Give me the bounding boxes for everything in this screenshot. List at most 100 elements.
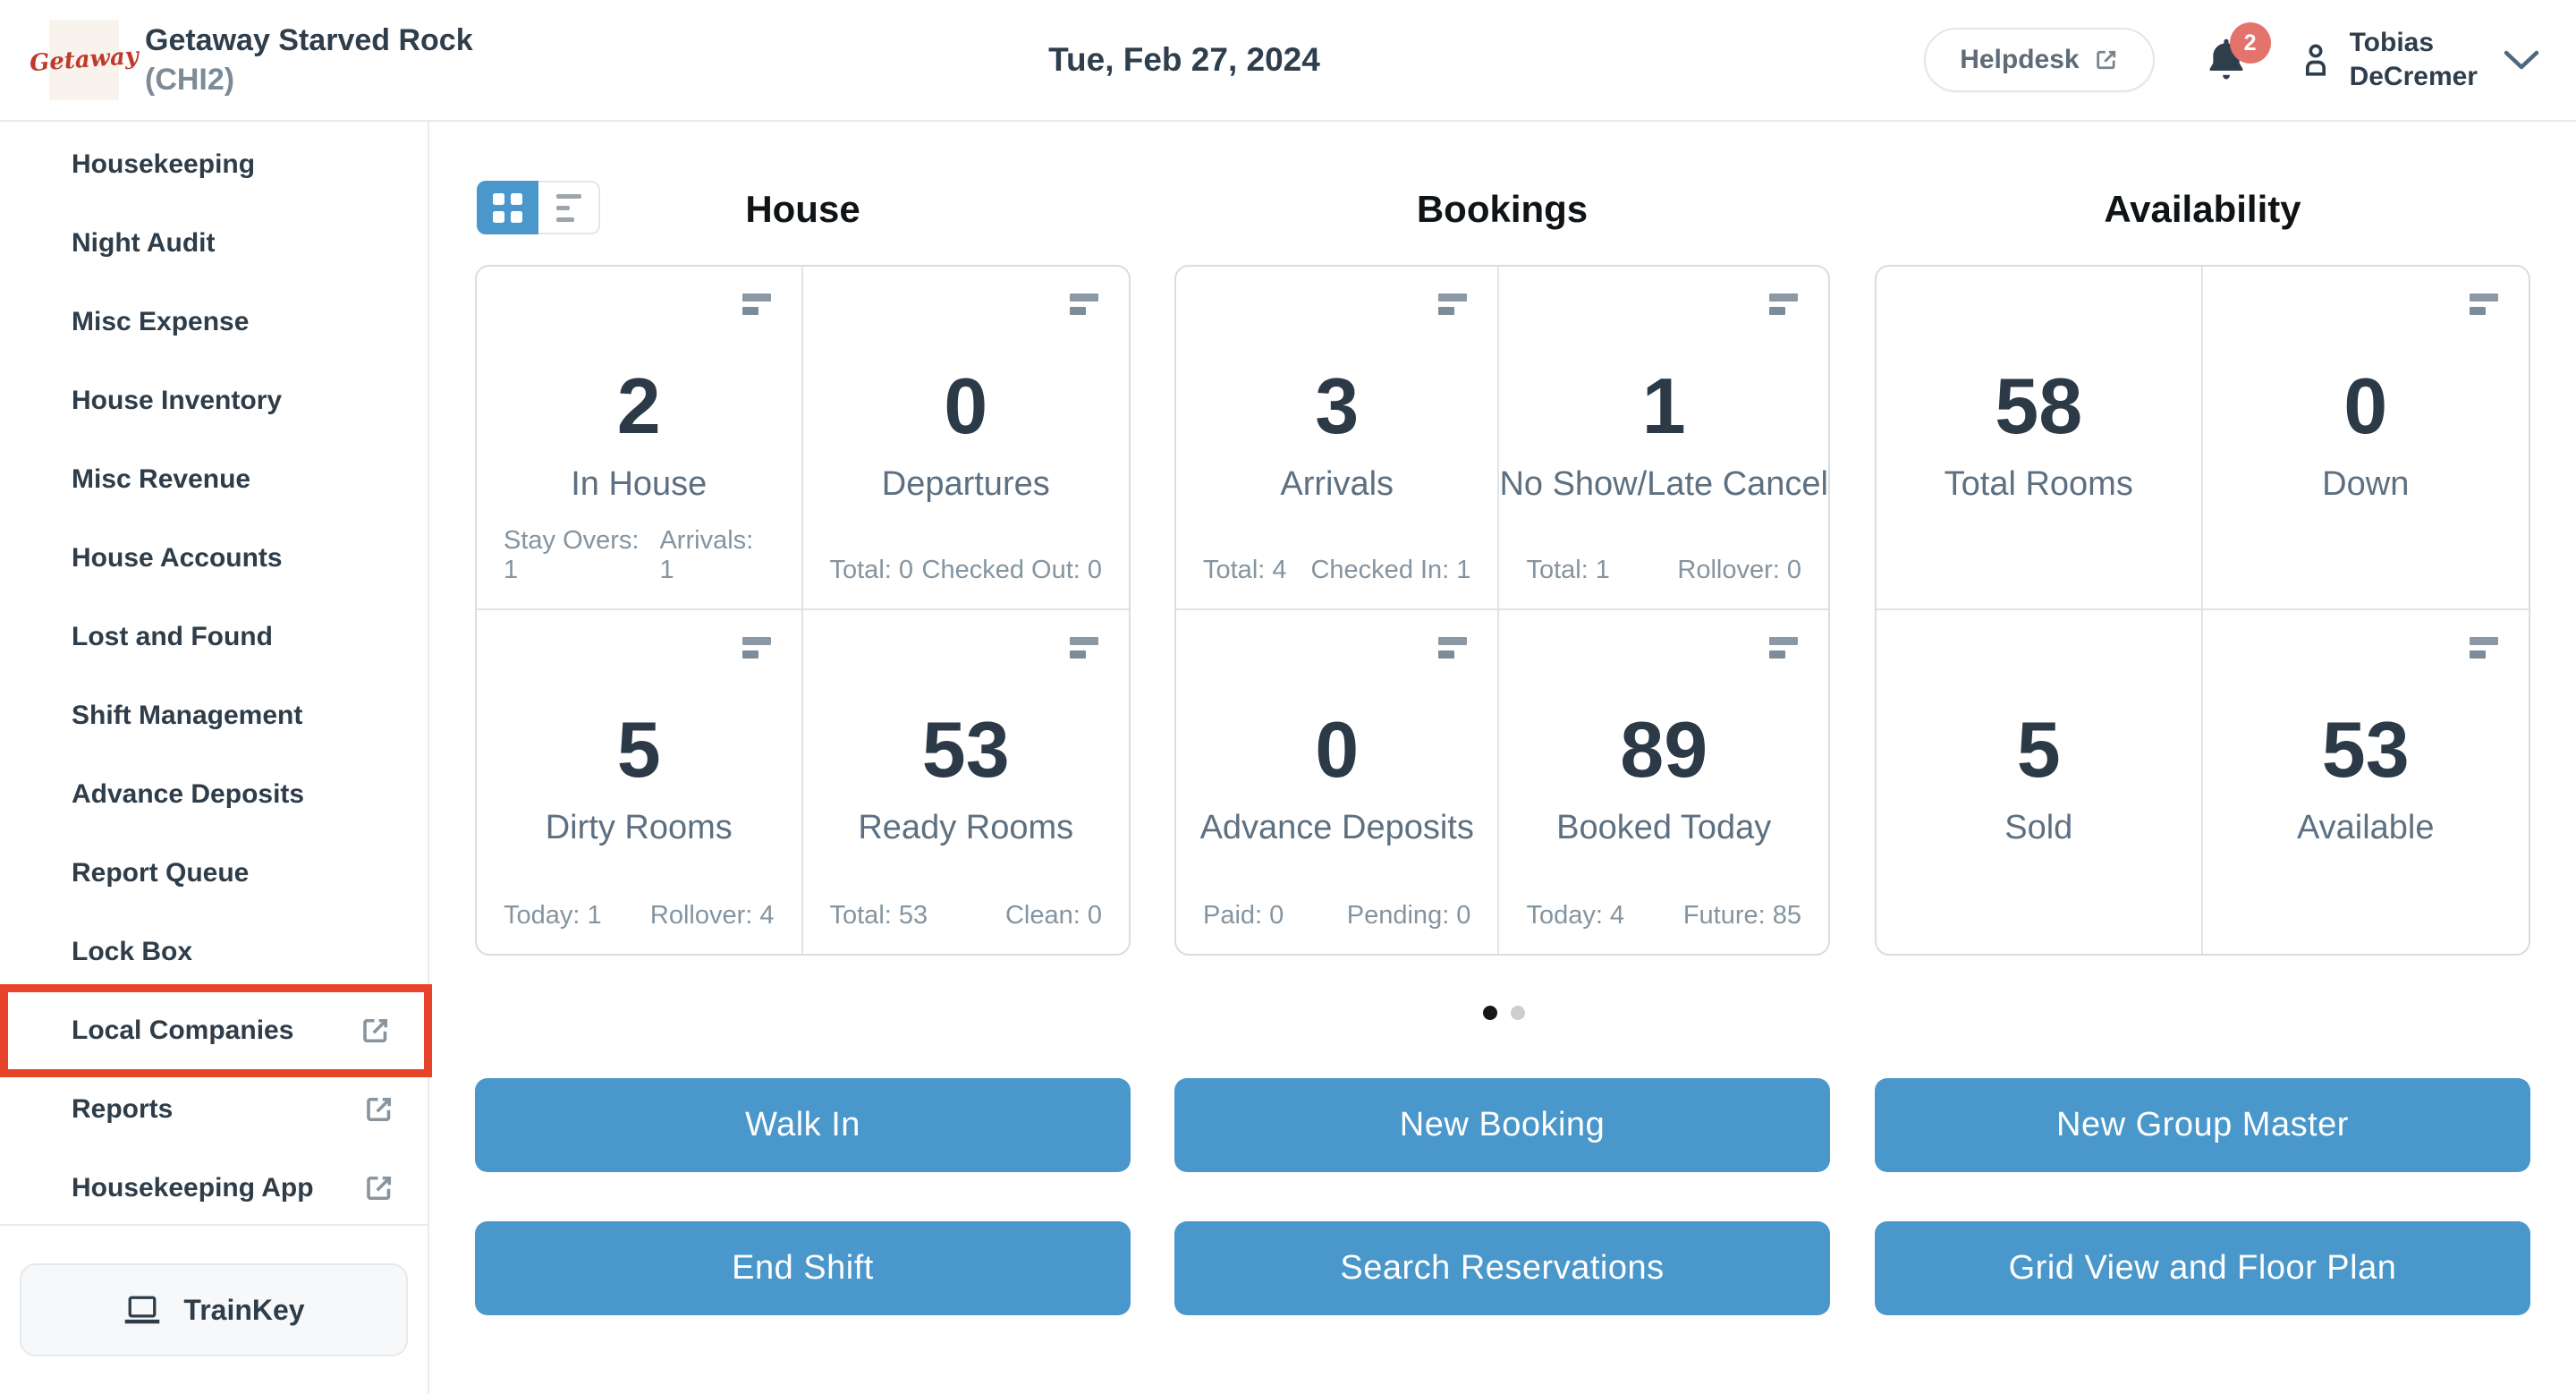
card-menu-icon[interactable] [739, 290, 775, 319]
property-code: (CHI2) [145, 60, 473, 99]
header-actions: Helpdesk 2 Tobias DeCremer [1924, 0, 2540, 120]
stat-sub-right: Clean: 0 [1005, 901, 1102, 931]
card-menu-icon[interactable] [1066, 633, 1102, 662]
stat-value: 5 [617, 710, 661, 789]
stat-card-arrivals: 3 Arrivals Total: 4 Checked In: 1 [1176, 267, 1499, 610]
stat-value: 53 [2322, 710, 2410, 789]
chevron-down-icon [2503, 48, 2540, 72]
stat-label: Sold [2004, 809, 2072, 847]
card-menu-icon[interactable] [1066, 290, 1102, 319]
sidebar-item-label: Lost and Found [72, 622, 273, 652]
stat-label: Available [2297, 809, 2435, 847]
user-first-name: Tobias [2350, 26, 2478, 60]
stat-label: Advance Deposits [1200, 809, 1474, 847]
card-menu-icon[interactable] [1435, 290, 1470, 319]
search-reservations-button[interactable]: Search Reservations [1174, 1221, 1830, 1315]
sidebar-item-lock-box[interactable]: Lock Box [0, 913, 428, 991]
user-last-name: DeCremer [2350, 60, 2478, 94]
card-menu-icon[interactable] [2466, 290, 2502, 319]
stat-label: Total Rooms [1945, 465, 2133, 504]
stat-card-in-house: 2 In House Stay Overs: 1 Arrivals: 1 [477, 267, 803, 610]
grid-view-floor-plan-button[interactable]: Grid View and Floor Plan [1875, 1221, 2530, 1315]
stat-sub-right: Future: 85 [1683, 901, 1801, 931]
stat-breakdown: Stay Overs: 1 Arrivals: 1 [504, 526, 775, 585]
new-booking-button[interactable]: New Booking [1174, 1078, 1830, 1172]
sidebar-item-label: House Inventory [72, 386, 282, 416]
sidebar-item-misc-revenue[interactable]: Misc Revenue [0, 440, 428, 519]
stat-label: Departures [882, 465, 1050, 504]
stat-value: 1 [1642, 367, 1686, 446]
helpdesk-button[interactable]: Helpdesk [1924, 28, 2154, 92]
external-link-icon [363, 1093, 395, 1126]
stat-label: In House [571, 465, 707, 504]
stat-sub-left: Total: 53 [830, 901, 928, 931]
sidebar-item-misc-expense[interactable]: Misc Expense [0, 283, 428, 361]
external-link-icon [360, 1015, 392, 1047]
stat-label: Arrivals [1280, 465, 1394, 504]
pagination-dot-1[interactable] [1483, 1006, 1497, 1020]
property-title: Getaway Starved Rock (CHI2) [145, 21, 473, 99]
stat-value: 5 [2017, 710, 2061, 789]
pagination-dot-2[interactable] [1511, 1006, 1525, 1020]
sidebar-item-advance-deposits[interactable]: Advance Deposits [0, 755, 428, 834]
trainkey-button[interactable]: TrainKey [20, 1263, 408, 1356]
card-menu-icon[interactable] [1435, 633, 1470, 662]
sidebar-item-label: Reports [72, 1094, 173, 1125]
stat-breakdown: Today: 1 Rollover: 4 [504, 901, 775, 931]
stat-sub-left: Stay Overs: 1 [504, 526, 659, 585]
stat-card-departures: 0 Departures Total: 0 Checked Out: 0 [803, 267, 1130, 610]
sidebar-item-housekeeping[interactable]: Housekeeping [0, 125, 428, 204]
sidebar-item-label: Night Audit [72, 228, 216, 259]
stat-value: 0 [944, 367, 987, 446]
user-name: Tobias DeCremer [2350, 26, 2478, 94]
card-menu-icon[interactable] [739, 633, 775, 662]
card-menu-icon[interactable] [1766, 633, 1801, 662]
sidebar-item-lost-and-found[interactable]: Lost and Found [0, 598, 428, 676]
stat-card-available: 53 Available [2203, 610, 2529, 954]
card-menu-icon[interactable] [2466, 633, 2502, 662]
sidebar-nav: Housekeeping Night Audit Misc Expense Ho… [0, 122, 428, 1228]
section-title-house: House [475, 188, 1131, 231]
stat-sub-right: Arrivals: 1 [659, 526, 774, 585]
stat-card-ready-rooms: 53 Ready Rooms Total: 53 Clean: 0 [803, 610, 1130, 954]
stat-sub-left: Paid: 0 [1203, 901, 1284, 931]
sidebar-item-house-accounts[interactable]: House Accounts [0, 519, 428, 598]
sidebar: Housekeeping Night Audit Misc Expense Ho… [0, 122, 429, 1394]
stat-sub-left: Today: 1 [504, 901, 602, 931]
sidebar-item-label: Advance Deposits [72, 779, 304, 810]
card-menu-icon[interactable] [1766, 290, 1801, 319]
stat-sub-right: Checked In: 1 [1310, 556, 1470, 585]
sidebar-item-label: House Accounts [72, 543, 283, 574]
user-menu[interactable]: Tobias DeCremer [2298, 26, 2540, 94]
stat-card-sold: 5 Sold [1877, 610, 2203, 954]
sidebar-item-reports[interactable]: Reports [0, 1070, 428, 1149]
sidebar-item-label: Housekeeping App [72, 1173, 314, 1203]
stat-breakdown: Total: 1 Rollover: 0 [1526, 556, 1801, 585]
new-group-master-button[interactable]: New Group Master [1875, 1078, 2530, 1172]
sidebar-item-housekeeping-app[interactable]: Housekeeping App [0, 1149, 428, 1228]
dashboard-main: House Bookings Availability 2 In House S… [431, 122, 2576, 1394]
stat-label: Booked Today [1556, 809, 1771, 847]
sidebar-item-shift-management[interactable]: Shift Management [0, 676, 428, 755]
sidebar-item-night-audit[interactable]: Night Audit [0, 204, 428, 283]
stat-card-dirty-rooms: 5 Dirty Rooms Today: 1 Rollover: 4 [477, 610, 803, 954]
stat-breakdown: Paid: 0 Pending: 0 [1203, 901, 1470, 931]
stat-value: 2 [617, 367, 661, 446]
property-name: Getaway Starved Rock [145, 21, 473, 60]
notifications-button[interactable]: 2 [2203, 35, 2250, 85]
stat-value: 0 [2343, 367, 2387, 446]
stat-label: No Show/Late Cancel [1499, 465, 1828, 504]
sidebar-item-local-companies[interactable]: Local Companies [0, 984, 432, 1077]
sidebar-item-label: Local Companies [72, 1016, 293, 1046]
trainkey-label: TrainKey [183, 1294, 304, 1327]
stat-breakdown: Total: 53 Clean: 0 [830, 901, 1103, 931]
stat-value: 3 [1315, 367, 1359, 446]
stat-card-booked-today: 89 Booked Today Today: 4 Future: 85 [1499, 610, 1828, 954]
stat-breakdown: Total: 0 Checked Out: 0 [830, 556, 1103, 585]
walk-in-button[interactable]: Walk In [475, 1078, 1131, 1172]
sidebar-item-report-queue[interactable]: Report Queue [0, 834, 428, 913]
section-title-bookings: Bookings [1174, 188, 1830, 231]
sidebar-footer: TrainKey [0, 1224, 428, 1394]
end-shift-button[interactable]: End Shift [475, 1221, 1131, 1315]
sidebar-item-house-inventory[interactable]: House Inventory [0, 361, 428, 440]
